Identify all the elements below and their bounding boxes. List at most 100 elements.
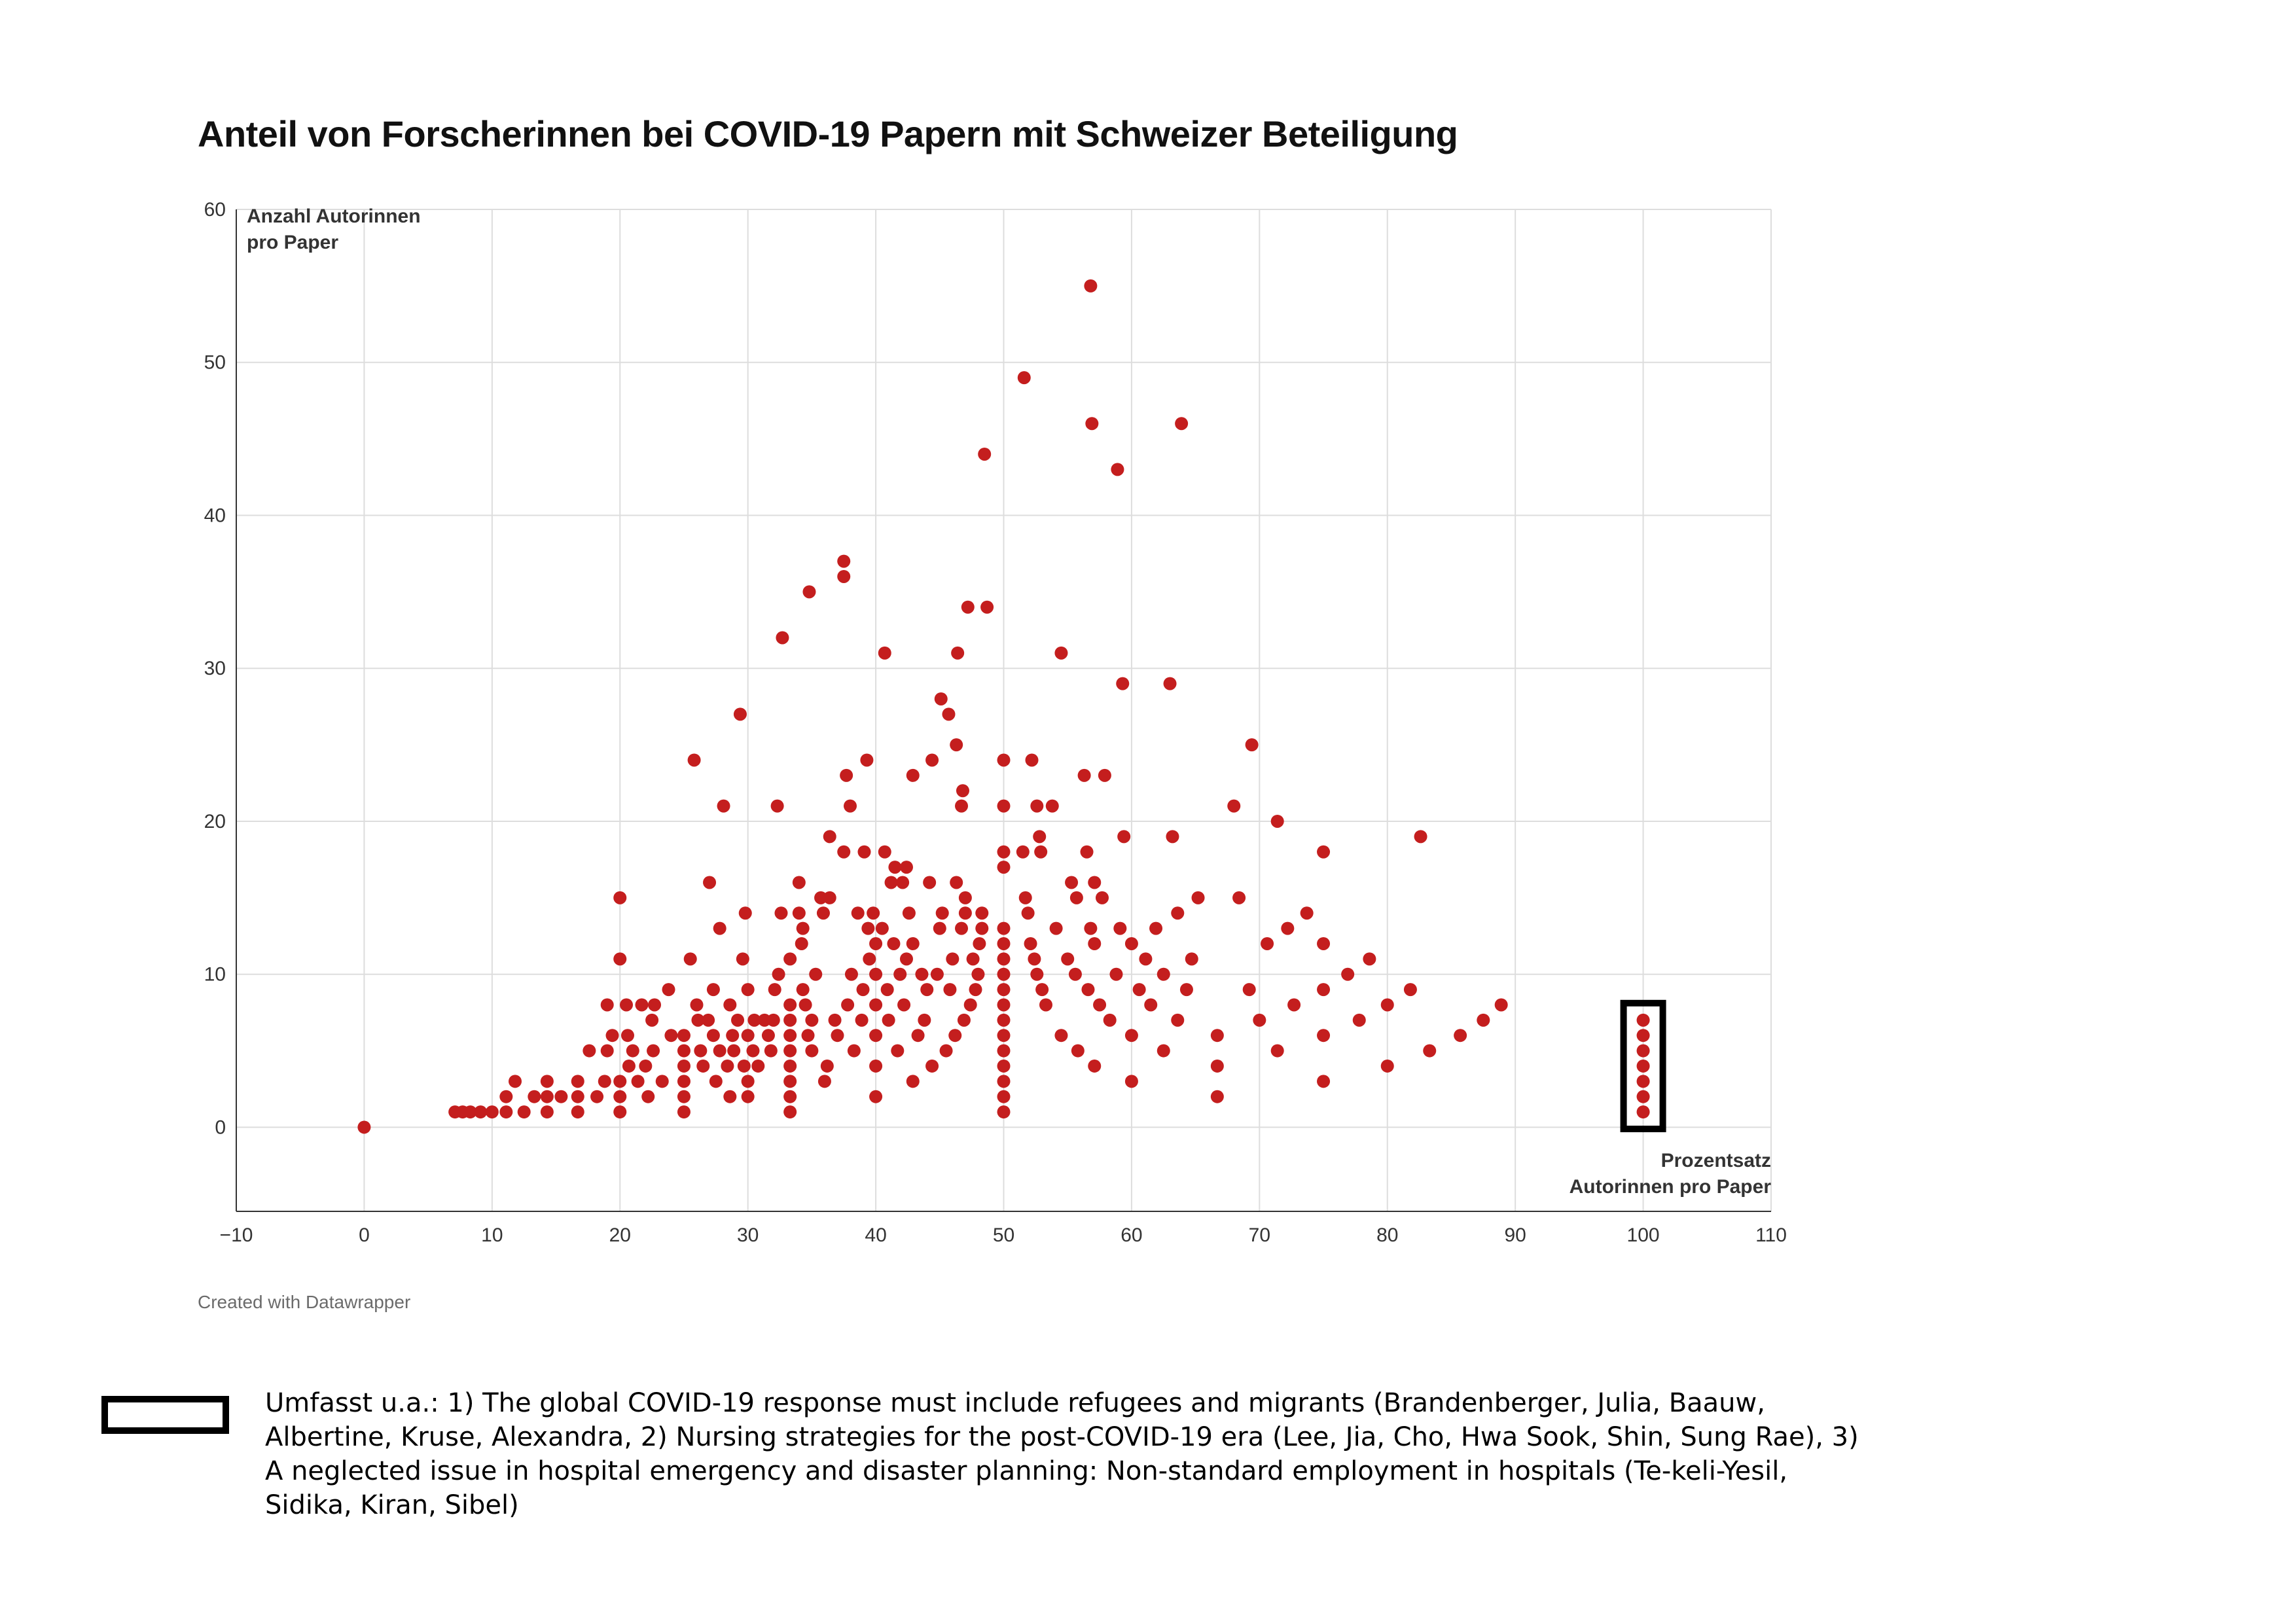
data-point bbox=[1317, 1029, 1331, 1043]
data-point bbox=[1095, 891, 1109, 904]
data-point bbox=[1030, 799, 1044, 813]
data-point bbox=[626, 1044, 639, 1058]
x-tick-label: 0 bbox=[359, 1224, 370, 1246]
data-point bbox=[792, 876, 806, 889]
data-point bbox=[696, 1059, 710, 1073]
data-point bbox=[997, 1075, 1011, 1088]
data-point bbox=[741, 1090, 755, 1103]
data-point bbox=[958, 906, 972, 920]
data-point bbox=[590, 1090, 604, 1103]
data-point bbox=[1045, 799, 1059, 813]
data-point bbox=[1227, 799, 1241, 813]
data-point bbox=[783, 998, 797, 1012]
highlight-note: Umfasst u.a.: 1) The global COVID-19 res… bbox=[265, 1388, 1859, 1520]
data-point bbox=[687, 753, 701, 767]
data-point bbox=[571, 1105, 584, 1119]
data-point bbox=[1414, 830, 1427, 844]
x-tick-label: 80 bbox=[1376, 1224, 1398, 1246]
data-point bbox=[783, 952, 797, 966]
data-point bbox=[1068, 967, 1082, 981]
data-point bbox=[783, 1090, 797, 1103]
x-tick-label: 90 bbox=[1504, 1224, 1526, 1246]
data-point bbox=[733, 707, 747, 721]
data-point bbox=[727, 1044, 741, 1058]
data-point bbox=[1039, 998, 1052, 1012]
data-point bbox=[1270, 814, 1284, 828]
data-point bbox=[837, 845, 851, 859]
data-point bbox=[723, 1090, 737, 1103]
data-point bbox=[805, 1013, 819, 1027]
data-point bbox=[1317, 983, 1331, 997]
x-tick-label: 70 bbox=[1249, 1224, 1270, 1246]
data-point bbox=[1157, 1044, 1170, 1058]
data-point bbox=[925, 1059, 939, 1073]
chart-title: Anteil von Forscherinnen bei COVID-19 Pa… bbox=[198, 113, 1458, 154]
data-point bbox=[1636, 1090, 1650, 1103]
data-point bbox=[1636, 1105, 1650, 1119]
data-point bbox=[706, 1029, 720, 1043]
data-point bbox=[713, 921, 726, 935]
data-point bbox=[1124, 936, 1138, 950]
data-point bbox=[997, 1105, 1011, 1119]
y-tick-label: 60 bbox=[204, 199, 226, 221]
data-point bbox=[1253, 1013, 1266, 1027]
data-point bbox=[997, 921, 1011, 935]
data-point bbox=[647, 1044, 660, 1058]
data-point bbox=[798, 998, 812, 1012]
data-point bbox=[1034, 845, 1048, 859]
data-point bbox=[1080, 845, 1094, 859]
x-tick-label: 60 bbox=[1121, 1224, 1142, 1246]
data-point bbox=[517, 1105, 531, 1119]
x-tick-label: 40 bbox=[865, 1224, 886, 1246]
data-point bbox=[1049, 921, 1063, 935]
data-point bbox=[717, 799, 730, 813]
data-point bbox=[1054, 1029, 1068, 1043]
data-point bbox=[875, 921, 889, 935]
data-point bbox=[950, 876, 963, 889]
data-point bbox=[1113, 921, 1127, 935]
data-point bbox=[915, 967, 929, 981]
x-tick-label: 30 bbox=[737, 1224, 759, 1246]
data-point bbox=[758, 1013, 772, 1027]
data-point bbox=[902, 906, 916, 920]
data-point bbox=[770, 799, 784, 813]
data-point bbox=[969, 983, 982, 997]
data-point bbox=[980, 600, 994, 614]
data-point bbox=[1352, 1013, 1366, 1027]
data-point bbox=[956, 784, 969, 798]
data-point bbox=[737, 1059, 751, 1073]
x-tick-label: 100 bbox=[1627, 1224, 1660, 1246]
data-point bbox=[796, 921, 810, 935]
data-point bbox=[1163, 677, 1177, 690]
data-point bbox=[736, 952, 749, 966]
data-point bbox=[934, 692, 948, 705]
data-point bbox=[664, 1029, 678, 1043]
data-point bbox=[741, 983, 755, 997]
data-point bbox=[851, 906, 865, 920]
data-point bbox=[1175, 417, 1189, 431]
data-point bbox=[783, 1105, 797, 1119]
data-point bbox=[463, 1105, 477, 1119]
data-point bbox=[1242, 983, 1256, 997]
data-point bbox=[955, 921, 969, 935]
data-point bbox=[997, 1013, 1011, 1027]
credit-line: Created with Datawrapper bbox=[198, 1292, 411, 1312]
data-point bbox=[645, 1013, 659, 1027]
data-point bbox=[677, 1059, 691, 1073]
data-point bbox=[814, 891, 828, 904]
data-point bbox=[1166, 830, 1179, 844]
data-point bbox=[554, 1090, 568, 1103]
data-point bbox=[648, 998, 662, 1012]
data-point bbox=[622, 1059, 636, 1073]
x-axis-label: Prozentsatz bbox=[1661, 1150, 1771, 1171]
data-point bbox=[801, 1029, 815, 1043]
data-point bbox=[888, 861, 902, 874]
data-point bbox=[1210, 1029, 1224, 1043]
data-point bbox=[1380, 998, 1394, 1012]
data-point bbox=[1111, 463, 1124, 476]
data-point bbox=[1030, 967, 1044, 981]
data-point bbox=[766, 1013, 780, 1027]
data-point bbox=[906, 768, 920, 782]
data-point bbox=[474, 1105, 488, 1119]
data-point bbox=[795, 936, 808, 950]
